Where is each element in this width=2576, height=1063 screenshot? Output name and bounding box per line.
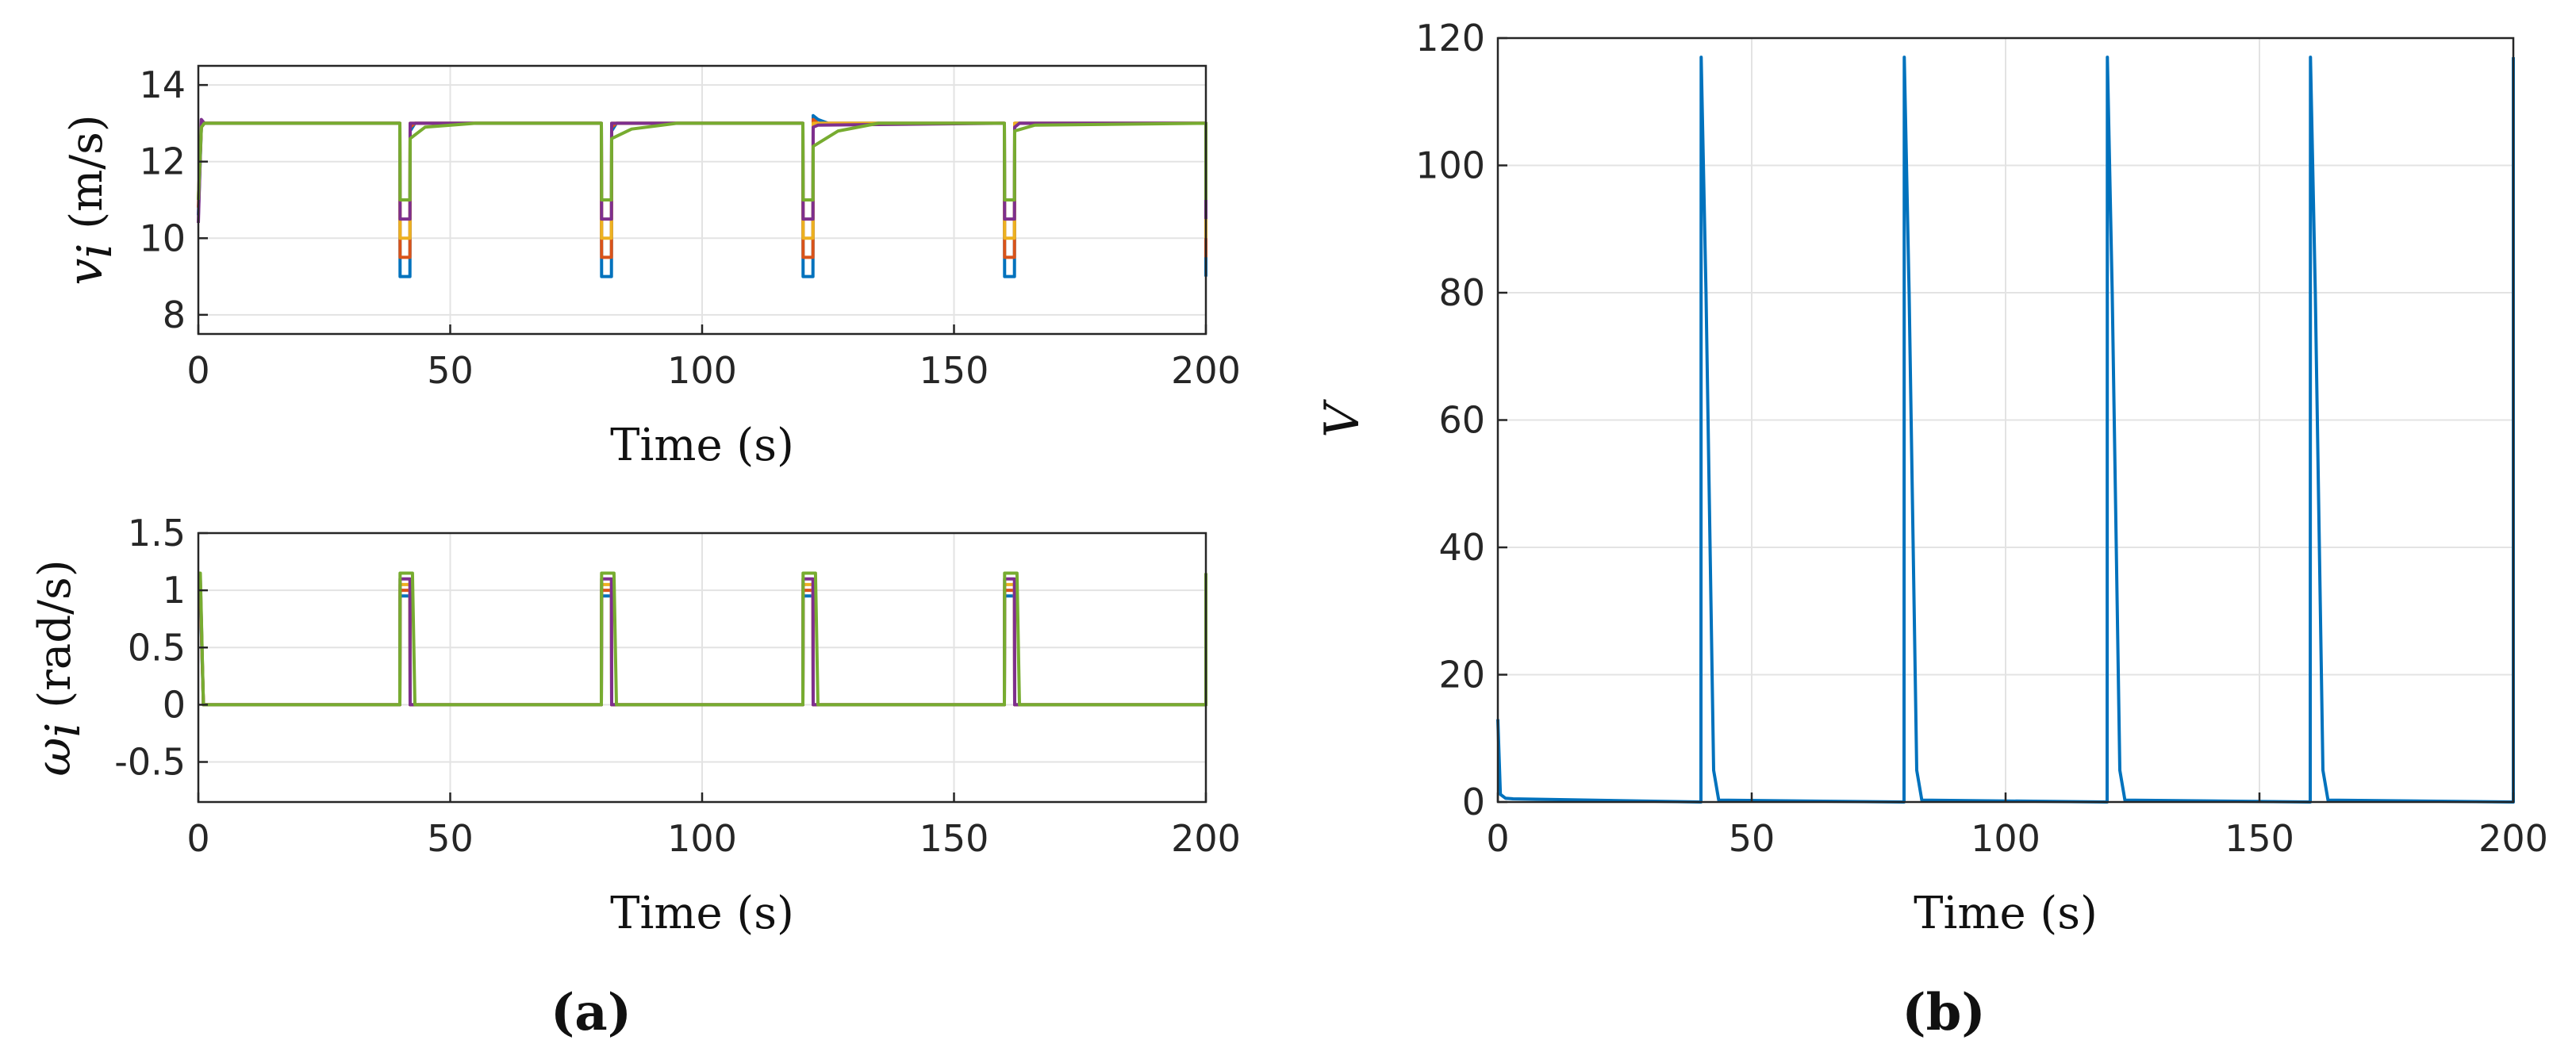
axes-angular-rate: 0 50 100 150 200-0.500.511.5 Time (s) ωi (ra… [26,512,1241,939]
series-line-5 [197,121,1207,201]
y-axis-subscript-velocity: i [67,244,123,259]
y-tick-label: 0 [163,683,186,726]
series-line-4 [197,117,1207,224]
x-axis-label-lyapunov: Time (s) [1914,888,2098,939]
y-axis-unit-velocity: (m/s) [61,114,113,243]
y-tick-label: 1 [163,569,186,612]
series-lyapunov [1496,56,2515,804]
y-tick-label: 100 [1415,144,1485,187]
y-tick-label: 10 [139,217,186,259]
x-tick-label: 50 [427,817,474,860]
y-tick-label: 14 [139,63,186,106]
y-tick-label: 0 [1462,781,1485,823]
x-tick-label: 50 [427,349,474,392]
x-tick-label: 0 [186,817,209,860]
y-tick-label: 8 [163,294,186,336]
axes-velocity: 0 50 100 150 200 8 10 12 14 Time (s) vi (m/s) [58,63,1241,471]
x-tick-label: 150 [919,349,989,392]
x-tick-label: 0 [1486,817,1509,860]
x-tick-label: 150 [2225,817,2294,860]
x-tick-label: 100 [1971,817,2040,860]
series-line-1 [1496,56,2515,804]
y-tick-label: 1.5 [128,512,186,555]
y-tick-label: 12 [139,140,186,183]
x-tick-label: 0 [186,349,209,392]
x-tick-label: 200 [1171,349,1241,392]
y-tick-label: 0.5 [128,626,186,669]
y-axis-subscript-angular-rate: i [36,722,91,737]
panel-label-b: (b) [1902,983,1985,1042]
y-tick-label: 40 [1438,526,1485,569]
y-axis-label-angular-rate: ωi (rad/s) [26,559,91,776]
y-axis-label-lyapunov: V [1315,399,1370,438]
panel-label-a: (a) [551,983,632,1042]
y-tick-label: 20 [1438,654,1485,697]
x-axis-label-angular-rate: Time (s) [610,888,794,939]
y-tick-label: -0.5 [114,741,186,784]
axes-lyapunov: 0 50 100 150 200 0 20 40 60 80 100 120 Time (s) V [1315,17,2548,939]
series-velocity [197,113,1207,278]
ticks-angular-rate: 0 50 100 150 200-0.500.511.5 [114,512,1241,860]
y-axis-unit-angular-rate: (rad/s) [29,559,81,722]
ticks-velocity: 0 50 100 150 200 8 10 12 14 [139,63,1240,392]
y-axis-symbol-angular-rate: ω [26,738,82,777]
series-angular-rate [198,571,1207,707]
y-axis-label-velocity: vi (m/s) [58,114,123,285]
x-tick-label: 200 [1171,817,1241,860]
y-tick-label: 60 [1438,399,1485,442]
y-tick-label: 120 [1415,17,1485,59]
x-tick-label: 200 [2478,817,2548,860]
x-tick-label: 100 [667,817,737,860]
x-axis-label-velocity: Time (s) [610,420,794,471]
x-tick-label: 50 [1729,817,1776,860]
series-line-5 [198,571,1207,707]
x-tick-label: 100 [667,349,737,392]
ticks-lyapunov: 0 50 100 150 200 0 20 40 60 80 100 120 [1415,17,2548,860]
x-tick-label: 150 [919,817,989,860]
y-axis-symbol-velocity: v [58,259,113,286]
grid-velocity [198,66,1207,334]
y-tick-label: 80 [1438,271,1485,314]
